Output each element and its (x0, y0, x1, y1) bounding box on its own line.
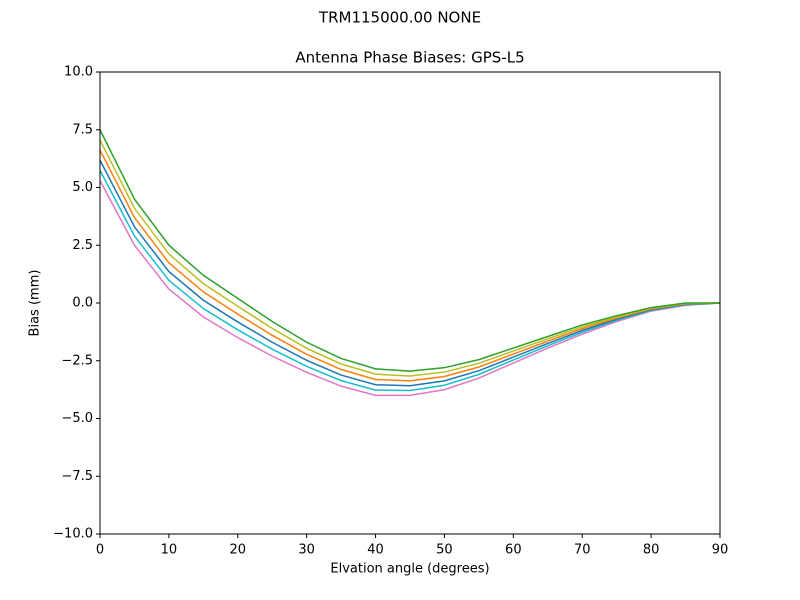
y-tick-label: 10.0 (64, 65, 93, 80)
y-tick-label: −5.0 (61, 411, 93, 426)
y-tick-label: 5.0 (72, 180, 93, 195)
plot-frame (99, 71, 721, 535)
x-tick-label: 40 (367, 543, 384, 558)
x-tick-label: 60 (505, 543, 522, 558)
x-tick-label: 80 (643, 543, 660, 558)
y-tick-label: 0.0 (72, 296, 93, 311)
y-tick-label: −10.0 (53, 527, 93, 542)
suptitle: TRM115000.00 NONE (318, 9, 481, 27)
x-axis-label: Elvation angle (degrees) (330, 562, 489, 577)
series-line (99, 159, 721, 387)
y-tick-label: −7.5 (61, 469, 93, 484)
x-tick-label: 90 (712, 543, 729, 558)
x-tick-label: 30 (298, 543, 315, 558)
y-axis-label: Bias (mm) (28, 270, 43, 337)
y-tick-label: −2.5 (61, 353, 93, 368)
y-tick-label: 2.5 (72, 238, 93, 253)
series-line (99, 139, 721, 377)
x-tick-label: 50 (436, 543, 453, 558)
series-line (99, 170, 721, 392)
series-line (99, 129, 720, 372)
x-tick-label: 70 (574, 543, 591, 558)
x-tick-label: 20 (230, 543, 247, 558)
series-line (99, 180, 721, 397)
x-tick-label: 10 (161, 543, 178, 558)
y-tick-label: 7.5 (72, 122, 93, 137)
x-tick-label: 0 (96, 543, 104, 558)
series-line (99, 149, 721, 382)
chart-title: Antenna Phase Biases: GPS-L5 (295, 49, 524, 67)
